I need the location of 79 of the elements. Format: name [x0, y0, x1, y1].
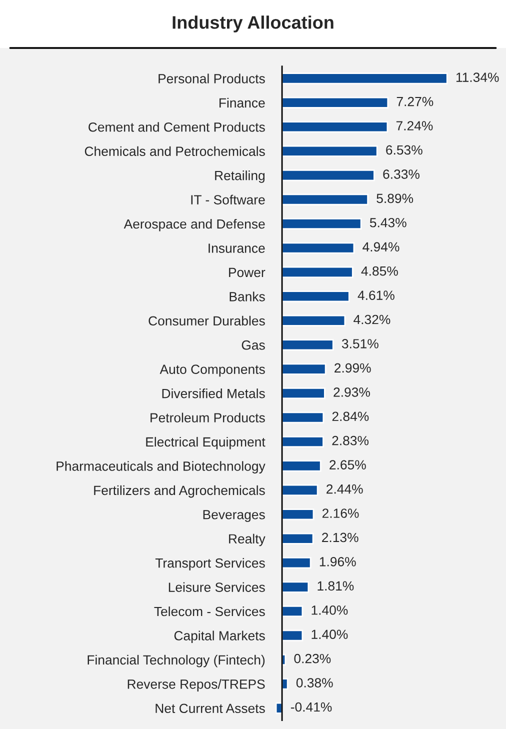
- bar: [281, 412, 324, 424]
- bar: [281, 436, 324, 448]
- bar: [281, 72, 448, 84]
- y-tick-label: Auto Components: [160, 364, 265, 377]
- y-tick-label: Financial Technology (Fintech): [88, 654, 265, 668]
- bar: [281, 145, 378, 157]
- data-label: 1.96%: [320, 557, 356, 566]
- data-label: 4.32%: [354, 314, 390, 324]
- data-label: 2.16%: [322, 508, 359, 518]
- data-label: 3.51%: [342, 339, 378, 348]
- data-label: 1.81%: [318, 581, 354, 591]
- data-label: -0.41%: [290, 702, 332, 712]
- data-label: 1.40%: [312, 630, 348, 640]
- data-label: 2.84%: [332, 412, 369, 422]
- bar: [281, 194, 368, 206]
- y-tick-label: Cement and Cement Products: [88, 122, 265, 132]
- bar: [281, 388, 326, 400]
- bar: [281, 557, 312, 569]
- y-tick-label: Telecom - Services: [154, 606, 265, 616]
- data-label: 5.89%: [376, 194, 414, 204]
- data-label: 2.65%: [330, 460, 366, 470]
- y-tick-label: Petroleum Products: [150, 412, 265, 422]
- bar: [281, 508, 314, 520]
- y-tick-label: Leisure Services: [168, 582, 265, 592]
- bar: [281, 170, 375, 182]
- bar: [281, 363, 326, 375]
- data-label: 6.53%: [386, 145, 422, 155]
- bar: [281, 218, 362, 230]
- y-tick-label: Realty: [229, 534, 266, 546]
- data-label: 2.44%: [326, 484, 363, 494]
- y-tick-label: Retailing: [215, 170, 265, 183]
- bar: [281, 242, 355, 254]
- bar: [281, 121, 388, 133]
- y-tick-label: Banks: [230, 292, 265, 302]
- data-label: 5.43%: [370, 218, 406, 228]
- bar: [281, 532, 314, 544]
- y-tick-label: Beverages: [203, 510, 265, 522]
- bar: [281, 460, 322, 472]
- y-tick-label: Consumer Durables: [148, 316, 265, 326]
- data-label: 0.38%: [296, 678, 333, 688]
- y-tick-label: Fertilizers and Agrochemicals: [94, 485, 265, 498]
- y-tick-label: Capital Markets: [174, 630, 265, 644]
- y-tick-label: Chemicals and Petrochemicals: [84, 146, 265, 156]
- data-label: 2.83%: [332, 436, 369, 446]
- data-label: 11.34%: [456, 72, 499, 82]
- data-label: 7.27%: [396, 96, 434, 106]
- data-label: 2.99%: [334, 363, 371, 373]
- y-tick-label: Insurance: [208, 244, 265, 253]
- y-tick-label: Power: [229, 268, 266, 278]
- data-label: 4.85%: [361, 266, 398, 276]
- data-label: 0.23%: [294, 654, 331, 664]
- y-tick-label: Gas: [242, 340, 265, 350]
- data-label: 4.61%: [358, 290, 394, 300]
- data-label: 1.40%: [312, 605, 348, 615]
- bar: [281, 339, 334, 351]
- y-tick-label: Reverse Repos/TREPS: [128, 679, 265, 692]
- bar: [281, 630, 304, 642]
- data-label: 6.33%: [383, 170, 420, 179]
- chart-title: Industry Allocation: [172, 16, 334, 32]
- data-label: 4.94%: [362, 242, 400, 252]
- y-tick-label: IT - Software: [191, 194, 265, 204]
- data-label: 2.93%: [334, 387, 370, 397]
- y-tick-label: Transport Services: [155, 558, 265, 570]
- y-tick-label: Aerospace and Defense: [124, 218, 265, 232]
- y-tick-label: Personal Products: [158, 74, 265, 84]
- bar: [281, 266, 354, 278]
- data-label: 2.13%: [322, 532, 358, 542]
- bar: [281, 581, 310, 593]
- y-tick-label: Finance: [220, 98, 265, 108]
- y-tick-label: Diversified Metals: [162, 388, 265, 398]
- data-label: 7.24%: [396, 121, 433, 130]
- y-tick-label: Pharmaceuticals and Biotechnology: [56, 461, 266, 474]
- bar: [281, 314, 346, 326]
- bar: [281, 484, 318, 496]
- y-tick-label: Net Current Assets: [156, 704, 265, 714]
- y-tick-label: Electrical Equipment: [146, 436, 266, 450]
- bar: [281, 605, 304, 618]
- bar: [281, 96, 389, 108]
- bar: [281, 290, 350, 302]
